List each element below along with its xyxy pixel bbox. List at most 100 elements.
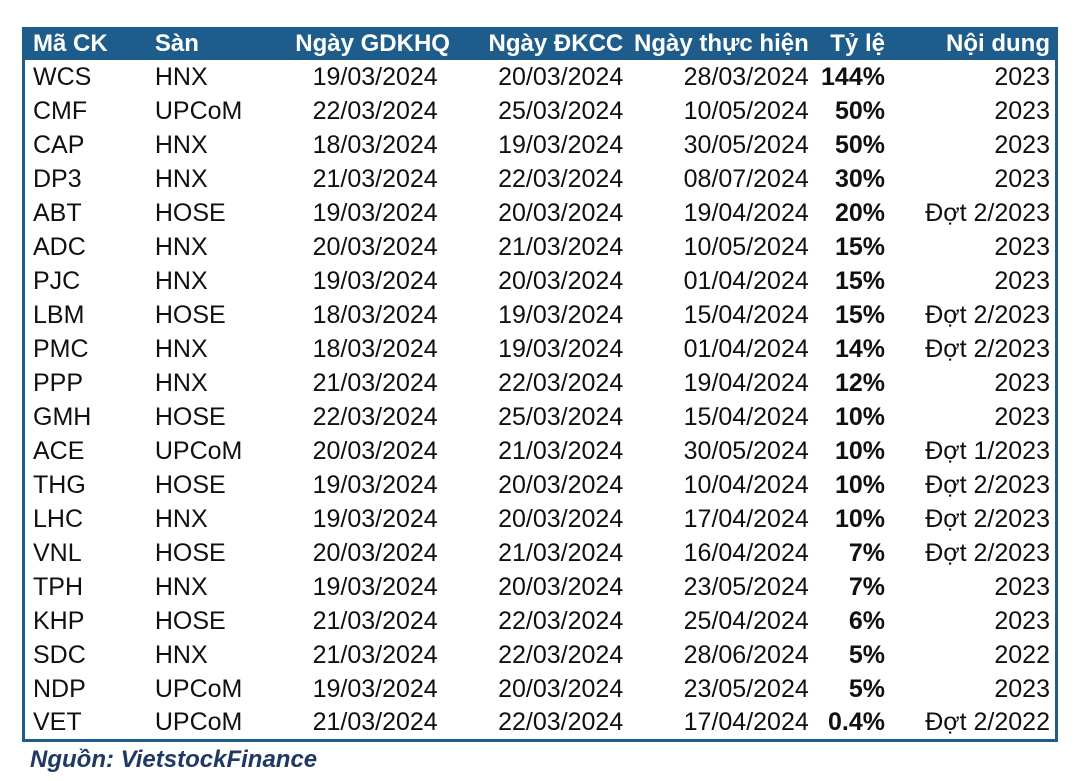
table-row: PPP HNX 21/03/2024 22/03/2024 19/04/2024 12% 2… xyxy=(23,366,1057,400)
dkcc-date-cell: 20/03/2024 xyxy=(442,502,629,536)
ratio-cell: 10% xyxy=(813,468,890,502)
content-cell: 2023 xyxy=(889,128,1057,162)
exchange-cell: HNX xyxy=(149,570,291,604)
content-cell: 2023 xyxy=(889,604,1057,638)
ratio-cell: 7% xyxy=(813,570,890,604)
ratio-cell: 6% xyxy=(813,604,890,638)
table-row: WCS HNX 19/03/2024 20/03/2024 28/03/2024 144%… xyxy=(23,60,1057,94)
content-cell: 2023 xyxy=(889,400,1057,434)
gdkhq-date-cell: 18/03/2024 xyxy=(290,298,443,332)
dkcc-date-cell: 22/03/2024 xyxy=(442,706,629,740)
stock-code-cell: WCS xyxy=(23,60,150,94)
execution-date-cell: 01/04/2024 xyxy=(628,332,814,366)
execution-date-cell: 23/05/2024 xyxy=(628,672,814,706)
gdkhq-date-cell: 18/03/2024 xyxy=(290,332,443,366)
exchange-cell: HNX xyxy=(149,128,291,162)
gdkhq-date-cell: 18/03/2024 xyxy=(290,128,443,162)
header-stock-code: Mã CK xyxy=(23,27,150,60)
content-cell: 2023 xyxy=(889,570,1057,604)
exchange-cell: UPCoM xyxy=(149,94,291,128)
dkcc-date-cell: 20/03/2024 xyxy=(442,672,629,706)
exchange-cell: HOSE xyxy=(149,298,291,332)
content-cell: 2022 xyxy=(889,638,1057,672)
table-row: VNL HOSE 20/03/2024 21/03/2024 16/04/2024 7% Đ… xyxy=(23,536,1057,570)
content-cell: Đợt 2/2023 xyxy=(889,298,1057,332)
gdkhq-date-cell: 19/03/2024 xyxy=(290,264,443,298)
content-cell: Đợt 1/2023 xyxy=(889,434,1057,468)
stock-code-cell: PJC xyxy=(23,264,150,298)
execution-date-cell: 28/03/2024 xyxy=(628,60,814,94)
content-cell: 2023 xyxy=(889,672,1057,706)
content-cell: 2023 xyxy=(889,366,1057,400)
gdkhq-date-cell: 20/03/2024 xyxy=(290,230,443,264)
table-row: SDC HNX 21/03/2024 22/03/2024 28/06/2024 5% 20… xyxy=(23,638,1057,672)
stock-code-cell: TPH xyxy=(23,570,150,604)
ratio-cell: 10% xyxy=(813,502,890,536)
table-body: WCS HNX 19/03/2024 20/03/2024 28/03/2024 144%… xyxy=(23,60,1057,740)
execution-date-cell: 25/04/2024 xyxy=(628,604,814,638)
content-cell: Đợt 2/2023 xyxy=(889,196,1057,230)
execution-date-cell: 19/04/2024 xyxy=(628,366,814,400)
stock-code-cell: SDC xyxy=(23,638,150,672)
execution-date-cell: 30/05/2024 xyxy=(628,434,814,468)
execution-date-cell: 19/04/2024 xyxy=(628,196,814,230)
execution-date-cell: 01/04/2024 xyxy=(628,264,814,298)
execution-date-cell: 23/05/2024 xyxy=(628,570,814,604)
exchange-cell: HOSE xyxy=(149,400,291,434)
gdkhq-date-cell: 20/03/2024 xyxy=(290,536,443,570)
table-row: VET UPCoM 21/03/2024 22/03/2024 17/04/2024 0.… xyxy=(23,706,1057,740)
ratio-cell: 7% xyxy=(813,536,890,570)
exchange-cell: HOSE xyxy=(149,468,291,502)
ratio-cell: 50% xyxy=(813,128,890,162)
stock-code-cell: CMF xyxy=(23,94,150,128)
stock-code-cell: LBM xyxy=(23,298,150,332)
dkcc-date-cell: 22/03/2024 xyxy=(442,366,629,400)
gdkhq-date-cell: 21/03/2024 xyxy=(290,706,443,740)
execution-date-cell: 15/04/2024 xyxy=(628,298,814,332)
exchange-cell: HOSE xyxy=(149,536,291,570)
dkcc-date-cell: 20/03/2024 xyxy=(442,468,629,502)
header-gdkhq-date: Ngày GDKHQ xyxy=(290,27,450,60)
header-execution-date: Ngày thực hiện xyxy=(628,27,814,60)
gdkhq-date-cell: 19/03/2024 xyxy=(290,570,443,604)
dkcc-date-cell: 21/03/2024 xyxy=(442,230,629,264)
stock-code-cell: THG xyxy=(23,468,150,502)
exchange-cell: UPCoM xyxy=(149,672,291,706)
content-cell: Đợt 2/2023 xyxy=(889,502,1057,536)
execution-date-cell: 30/05/2024 xyxy=(628,128,814,162)
dkcc-date-cell: 20/03/2024 xyxy=(442,196,629,230)
ratio-cell: 30% xyxy=(813,162,890,196)
ratio-cell: 5% xyxy=(813,672,890,706)
table-row: ADC HNX 20/03/2024 21/03/2024 10/05/2024 15% 2… xyxy=(23,230,1057,264)
stock-code-cell: NDP xyxy=(23,672,150,706)
execution-date-cell: 10/04/2024 xyxy=(628,468,814,502)
exchange-cell: HNX xyxy=(149,162,291,196)
content-cell: 2023 xyxy=(889,94,1057,128)
gdkhq-date-cell: 22/03/2024 xyxy=(290,94,443,128)
gdkhq-date-cell: 19/03/2024 xyxy=(290,502,443,536)
data-table: Mã CK Sàn Ngày GDKHQ Ngày ĐKCC Ngày thực… xyxy=(22,27,1058,742)
table-row: ACE UPCoM 20/03/2024 21/03/2024 30/05/2024 10… xyxy=(23,434,1057,468)
dkcc-date-cell: 19/03/2024 xyxy=(442,332,629,366)
dkcc-date-cell: 19/03/2024 xyxy=(442,298,629,332)
exchange-cell: HNX xyxy=(149,264,291,298)
table-header: Mã CK Sàn Ngày GDKHQ Ngày ĐKCC Ngày thực… xyxy=(23,27,1057,60)
content-cell: Đợt 2/2023 xyxy=(889,332,1057,366)
ratio-cell: 15% xyxy=(813,298,890,332)
dkcc-date-cell: 20/03/2024 xyxy=(442,60,629,94)
stock-code-cell: PMC xyxy=(23,332,150,366)
dkcc-date-cell: 22/03/2024 xyxy=(442,638,629,672)
exchange-cell: HNX xyxy=(149,60,291,94)
execution-date-cell: 17/04/2024 xyxy=(628,706,814,740)
stock-code-cell: DP3 xyxy=(23,162,150,196)
dkcc-date-cell: 22/03/2024 xyxy=(442,162,629,196)
table-row: LBM HOSE 18/03/2024 19/03/2024 15/04/2024 15%… xyxy=(23,298,1057,332)
content-cell: Đợt 2/2022 xyxy=(889,706,1057,740)
stock-code-cell: CAP xyxy=(23,128,150,162)
table-row: NDP UPCoM 19/03/2024 20/03/2024 23/05/2024 5%… xyxy=(23,672,1057,706)
dkcc-date-cell: 19/03/2024 xyxy=(442,128,629,162)
execution-date-cell: 16/04/2024 xyxy=(628,536,814,570)
stock-code-cell: ADC xyxy=(23,230,150,264)
ratio-cell: 12% xyxy=(813,366,890,400)
table-row: CMF UPCoM 22/03/2024 25/03/2024 10/05/2024 50… xyxy=(23,94,1057,128)
